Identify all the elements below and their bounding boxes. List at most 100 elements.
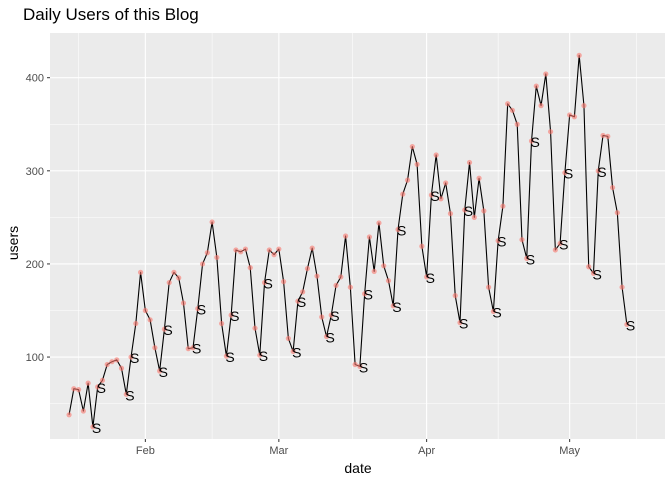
weekend-label: S (526, 251, 535, 267)
data-point (338, 274, 344, 280)
data-point (495, 238, 501, 244)
weekend-label: S (531, 134, 540, 150)
data-point (90, 424, 96, 430)
weekend-label: S (159, 364, 168, 380)
data-point (595, 168, 601, 174)
data-point (547, 129, 554, 135)
data-point (438, 196, 444, 202)
data-point (533, 83, 539, 89)
data-point (176, 275, 182, 281)
chart-title: Daily Users of this Blog (23, 5, 199, 24)
weekend-label: S (130, 350, 139, 366)
data-point (128, 354, 134, 360)
weekend-label: S (230, 308, 239, 324)
weekend-label: S (459, 316, 468, 332)
data-points (66, 52, 630, 430)
data-point (238, 249, 244, 255)
data-point (395, 226, 401, 233)
data-point (99, 377, 106, 383)
y-tick-label: 100 (26, 352, 44, 364)
data-point (567, 112, 573, 118)
data-point (319, 314, 325, 320)
data-point (357, 363, 363, 369)
data-point (247, 265, 253, 271)
data-point (538, 103, 544, 109)
x-axis-title: date (344, 460, 371, 476)
data-point (424, 274, 430, 280)
x-tick-label: Mar (269, 445, 288, 457)
data-point (290, 348, 296, 355)
weekend-label: S (163, 322, 172, 338)
data-point (266, 247, 272, 253)
weekend-label: S (225, 349, 234, 365)
weekend-label: S (97, 380, 106, 396)
weekend-label: S (430, 188, 439, 204)
data-point (376, 220, 382, 226)
data-point (209, 219, 215, 225)
data-point (204, 250, 210, 256)
weekend-label: S (364, 287, 373, 303)
data-point (80, 408, 86, 414)
data-point (123, 391, 129, 397)
data-point (281, 279, 287, 285)
data-point (152, 345, 158, 351)
data-point (505, 101, 511, 107)
data-point (114, 357, 120, 363)
data-point (328, 312, 334, 318)
data-point (385, 278, 392, 284)
data-point (614, 210, 620, 216)
data-point (404, 177, 411, 183)
y-axis: 100 200 300 400 (26, 73, 50, 364)
weekend-label: S (125, 387, 134, 403)
gridlines (50, 33, 665, 439)
weekend-label: S (264, 276, 273, 292)
weekend-label: S (464, 203, 473, 219)
data-point (605, 133, 611, 139)
data-point (257, 352, 263, 358)
weekend-label: S (292, 344, 301, 360)
data-point (300, 289, 306, 295)
data-point (362, 291, 368, 297)
data-point (457, 320, 463, 326)
data-point (314, 273, 320, 279)
data-point (500, 203, 506, 209)
data-point (509, 107, 516, 113)
data-point (609, 184, 616, 191)
weekend-label: S (397, 222, 406, 238)
data-point (333, 282, 339, 288)
data-point (552, 247, 558, 253)
data-point (600, 132, 606, 139)
weekend-label: S (192, 341, 201, 357)
weekend-label: S (392, 299, 401, 315)
data-point (76, 387, 82, 393)
data-point (452, 293, 458, 299)
data-point (95, 384, 101, 390)
data-point (233, 247, 239, 253)
x-tick-label: Apr (418, 445, 435, 457)
data-point (562, 170, 568, 176)
data-point (486, 284, 492, 290)
data-point (180, 300, 187, 306)
data-point (466, 159, 473, 166)
data-point (85, 380, 91, 386)
weekend-label: S (492, 304, 501, 320)
weekend-label: S (592, 266, 601, 282)
data-point (490, 308, 496, 315)
data-point (586, 264, 592, 270)
data-point (276, 246, 282, 252)
y-tick-label: 400 (26, 73, 44, 85)
data-point (147, 317, 153, 323)
data-point (109, 359, 115, 365)
data-point (462, 207, 468, 213)
series-line (68, 54, 628, 428)
data-point (161, 326, 168, 332)
x-tick-label: May (559, 445, 580, 457)
data-point (400, 191, 406, 197)
data-point (133, 320, 139, 327)
data-point (261, 279, 268, 286)
data-point (271, 252, 277, 258)
data-point (166, 279, 172, 286)
data-point (157, 368, 163, 374)
data-point (295, 298, 301, 304)
y-tick-label: 200 (26, 259, 44, 271)
